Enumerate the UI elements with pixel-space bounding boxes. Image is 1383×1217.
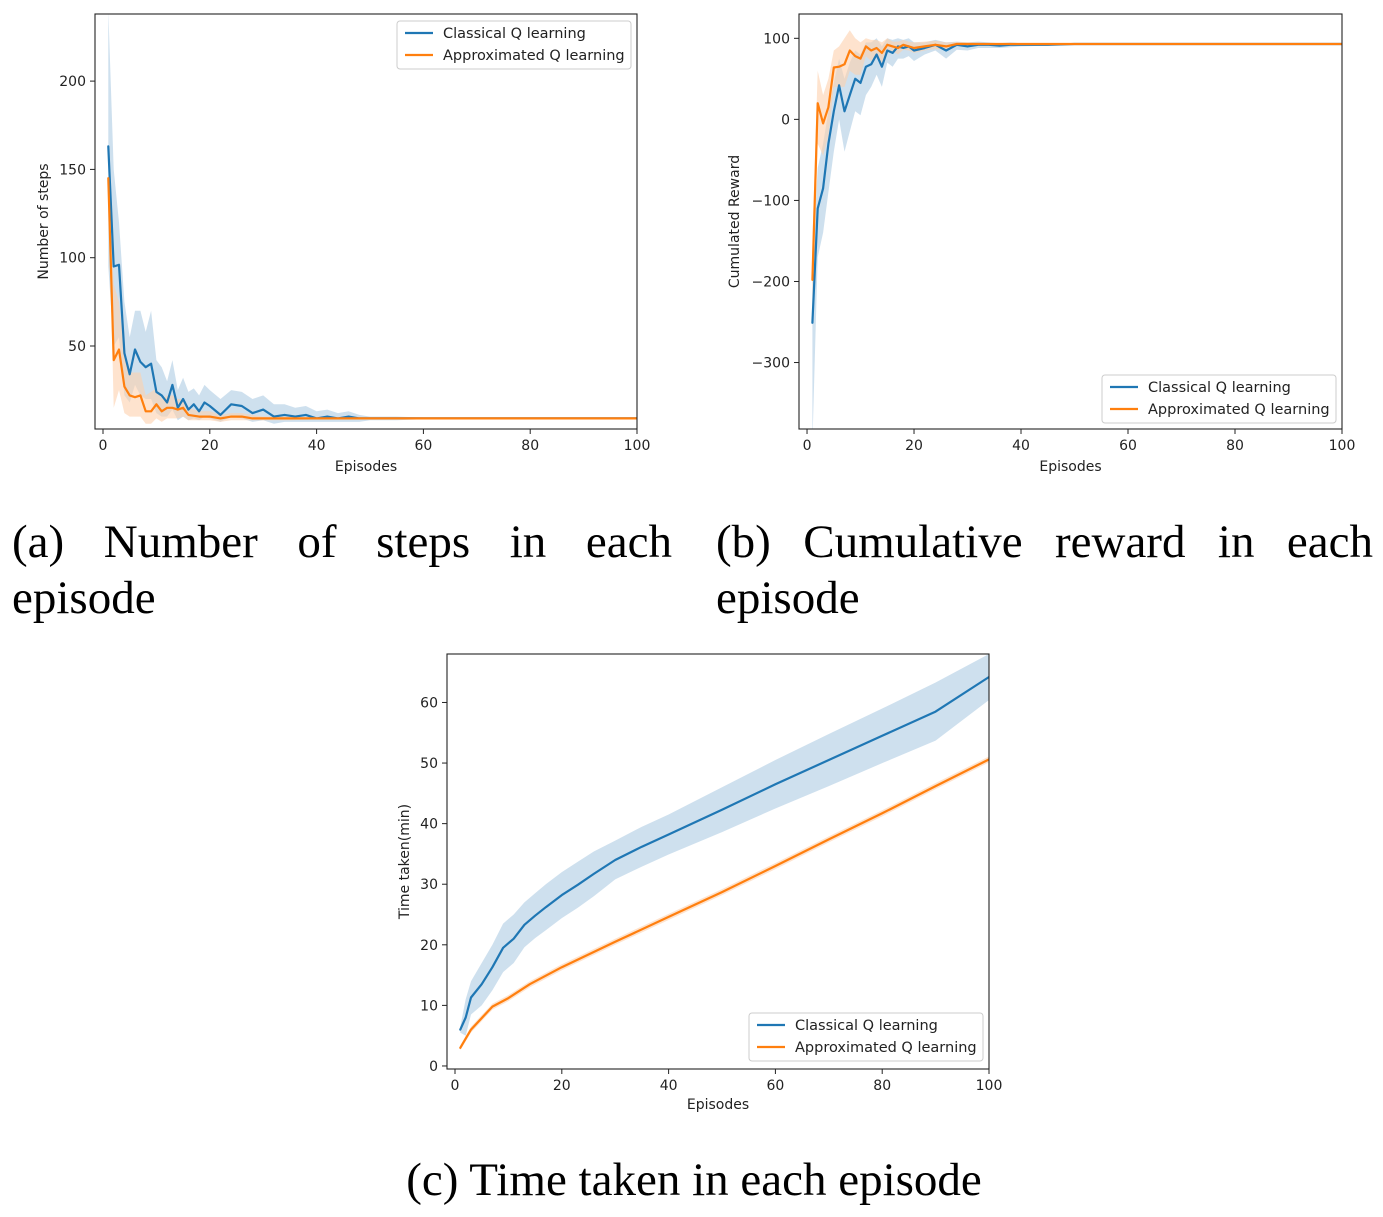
x-tick-label-b: 40 — [1012, 438, 1030, 454]
legend-b: Classical Q learning Approximated Q learn… — [1101, 374, 1337, 424]
series-line-b-0 — [811, 42, 1342, 324]
legend-box-a — [396, 20, 632, 70]
x-tick-label-a: 100 — [624, 438, 651, 454]
legend-a: Classical Q learning Approximated Q learn… — [396, 20, 632, 70]
legend-c: Classical Q learning Approximated Q learn… — [748, 1012, 984, 1062]
series-line-b-1 — [811, 42, 1342, 281]
legend-label-b-0: Classical Q learning — [1148, 380, 1291, 396]
y-tick-label-c: 50 — [420, 756, 438, 772]
caption-a: (a) Number of steps in each episode — [12, 516, 672, 624]
confidence-band-b-1 — [812, 30, 1342, 314]
x-tick-label-c: 80 — [873, 1078, 891, 1094]
legend-label-c-0: Classical Q learning — [795, 1018, 938, 1034]
legend-box-b — [1101, 374, 1337, 424]
series-line-a-1 — [107, 177, 637, 420]
x-tick-label-c: 60 — [766, 1078, 784, 1094]
series-line-c-1 — [459, 758, 989, 1049]
confidence-band-a-0 — [108, 14, 637, 424]
x-tick-label-a: 60 — [414, 438, 432, 454]
y-tick-label-b: −200 — [752, 274, 790, 290]
x-axis-label-c: Episodes — [687, 1097, 749, 1113]
x-tick-label-a: 20 — [201, 438, 219, 454]
confidence-band-b-0 — [812, 38, 1342, 429]
x-tick-label-c: 100 — [976, 1078, 1003, 1094]
y-tick-label-c: 40 — [420, 817, 438, 833]
caption-b: (b) Cumulative reward in each episode — [716, 516, 1373, 624]
y-tick-label-a: 150 — [59, 162, 86, 178]
plot-area-b — [811, 30, 1342, 429]
x-tick-label-b: 60 — [1119, 438, 1137, 454]
chart-a: 0 20 40 60 80 100 50 100 150 200 Episodes Number of… — [36, 13, 651, 475]
x-axis-label-a: Episodes — [335, 459, 397, 475]
y-axis-label-b: Cumulated Reward — [727, 155, 743, 288]
y-tick-label-a: 200 — [59, 74, 86, 90]
caption-c: (c) Time taken in each episode — [406, 1154, 982, 1206]
y-tick-label-c: 20 — [420, 938, 438, 954]
y-tick-label-c: 10 — [420, 998, 438, 1014]
y-tick-label-c: 60 — [420, 695, 438, 711]
chart-c: 0 20 40 60 80 100 0 10 20 30 40 50 60 Episodes Time ta… — [397, 653, 1003, 1113]
chart-b: 0 20 40 60 80 100 −300 −200 −100 0 100 Episodes Cumu… — [727, 13, 1356, 475]
y-tick-label-c: 0 — [429, 1059, 438, 1075]
axes-frame-b — [798, 13, 1343, 430]
legend-label-a-1: Approximated Q learning — [443, 48, 625, 64]
x-tick-label-b: 100 — [1329, 438, 1356, 454]
y-tick-label-a: 50 — [68, 339, 86, 355]
x-tick-label-a: 80 — [521, 438, 539, 454]
x-tick-label-b: 0 — [803, 438, 812, 454]
legend-label-c-1: Approximated Q learning — [795, 1040, 977, 1056]
plot-area-a — [107, 14, 637, 424]
confidence-band-c-0 — [460, 654, 989, 1036]
series-line-c-0 — [459, 675, 989, 1031]
axes-frame-a — [94, 13, 638, 430]
axes-frame-c — [446, 653, 990, 1070]
legend-box-c — [748, 1012, 984, 1062]
y-tick-label-b: −100 — [752, 193, 790, 209]
y-axis-label-c: Time taken(min) — [397, 804, 413, 920]
x-tick-label-b: 20 — [905, 438, 923, 454]
x-tick-label-a: 40 — [308, 438, 326, 454]
y-tick-label-a: 100 — [59, 251, 86, 267]
y-axis-label-a: Number of steps — [36, 163, 52, 279]
plot-area-c — [459, 654, 989, 1051]
legend-label-a-0: Classical Q learning — [443, 26, 586, 42]
x-tick-label-b: 80 — [1226, 438, 1244, 454]
x-tick-label-a: 0 — [99, 438, 108, 454]
y-tick-label-b: 0 — [781, 112, 790, 128]
y-tick-label-c: 30 — [420, 877, 438, 893]
x-tick-label-c: 20 — [553, 1078, 571, 1094]
y-tick-label-b: −300 — [752, 356, 790, 372]
confidence-band-a-1 — [108, 178, 637, 424]
x-tick-label-c: 0 — [451, 1078, 460, 1094]
y-tick-label-b: 100 — [763, 31, 790, 47]
legend-label-b-1: Approximated Q learning — [1148, 402, 1330, 418]
series-line-a-0 — [107, 145, 637, 420]
x-tick-label-c: 40 — [660, 1078, 678, 1094]
x-axis-label-b: Episodes — [1039, 459, 1101, 475]
